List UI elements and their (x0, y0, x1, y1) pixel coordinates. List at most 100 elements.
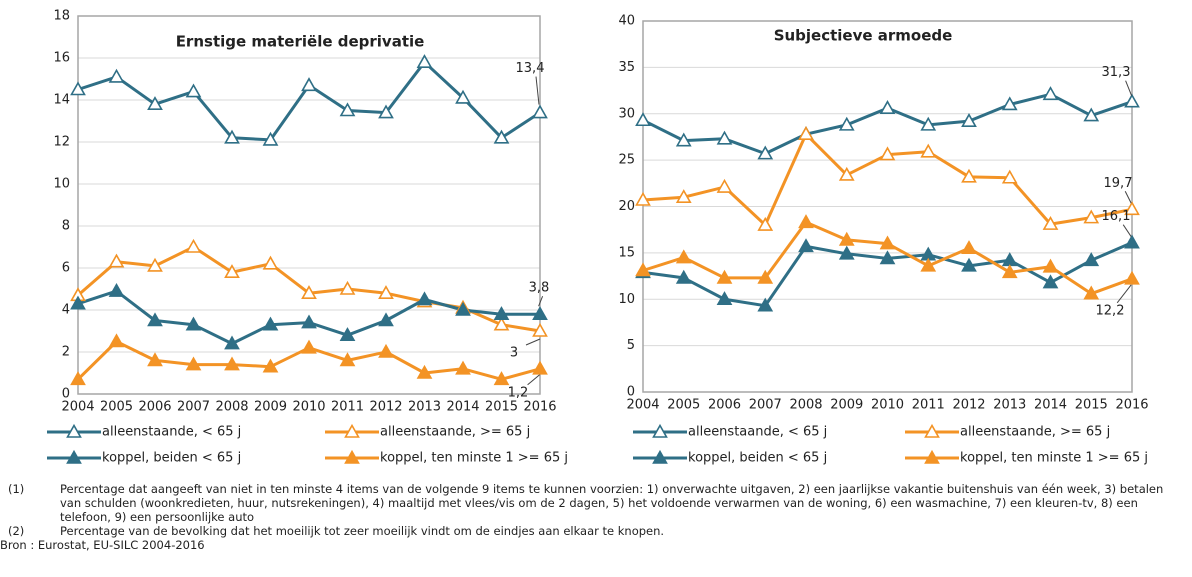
marker (339, 327, 356, 342)
marker (147, 257, 163, 272)
y-tick-label: 10 (618, 292, 635, 307)
y-tick-label: 5 (627, 338, 635, 353)
x-tick-label: 2014 (446, 400, 479, 415)
y-tick-label: 18 (53, 9, 70, 24)
marker (493, 371, 510, 386)
marker (675, 269, 692, 284)
x-tick-label: 2015 (1075, 398, 1108, 413)
marker (339, 352, 356, 367)
y-tick-label: 12 (53, 135, 70, 150)
marker (108, 282, 125, 297)
label-leader (1124, 191, 1132, 204)
data-label: 31,3 (1102, 65, 1131, 80)
y-tick-label: 20 (618, 199, 635, 214)
marker (301, 339, 317, 354)
marker (757, 216, 774, 231)
marker (920, 143, 937, 158)
data-label: 19,7 (1104, 176, 1133, 191)
y-tick-label: 0 (627, 385, 635, 400)
series-line (77, 60, 541, 142)
marker (798, 126, 814, 140)
legend-label: alleenstaande, < 65 j (102, 425, 241, 440)
data-label: 12,2 (1096, 303, 1125, 318)
marker (798, 238, 814, 253)
label-leader (525, 338, 541, 346)
data-label: 3,8 (529, 281, 550, 296)
legend-marker (924, 449, 940, 464)
label-leader (527, 374, 540, 386)
marker (185, 316, 202, 331)
marker (70, 81, 86, 96)
marker (716, 130, 733, 145)
footnotes: (1) Percentage dat aangeeft van niet in t… (0, 482, 1180, 552)
marker (532, 360, 548, 375)
marker (838, 166, 855, 181)
data-label: 16,1 (1102, 209, 1131, 224)
marker (675, 249, 692, 264)
marker (532, 306, 548, 321)
marker (961, 257, 977, 272)
x-tick-label: 2010 (292, 400, 325, 415)
marker (70, 371, 86, 386)
marker (879, 146, 896, 161)
marker (635, 112, 651, 127)
source: Bron : Eurostat, EU-SILC 2004-2016 (0, 538, 205, 552)
marker (1001, 264, 1018, 279)
marker (757, 145, 774, 160)
marker (798, 214, 814, 229)
footnote-marker: (2) (8, 524, 25, 538)
marker (961, 168, 977, 183)
x-tick-label: 2012 (952, 398, 985, 413)
footnote-text: Percentage dat aangeeft van niet in ten … (60, 482, 1164, 524)
marker (224, 264, 240, 279)
marker (1124, 93, 1140, 108)
y-tick-label: 6 (62, 261, 70, 276)
marker (1042, 274, 1059, 289)
marker (1083, 107, 1100, 122)
x-tick-label: 2016 (523, 400, 556, 415)
plot-frame (77, 15, 541, 395)
marker (301, 314, 317, 329)
x-tick-label: 2009 (830, 398, 863, 413)
x-tick-label: 2008 (789, 398, 822, 413)
marker (1001, 96, 1018, 111)
label-leader (1116, 284, 1132, 304)
marker (879, 100, 896, 114)
label-leader (535, 76, 540, 105)
y-tick-label: 0 (62, 387, 70, 402)
marker (262, 316, 279, 331)
legend-marker (344, 423, 360, 438)
marker (838, 245, 855, 260)
footnote-text: Percentage van de bevolking dat het moei… (60, 524, 665, 538)
legend-marker (652, 449, 668, 464)
legend-label: koppel, ten minste 1 >= 65 j (380, 451, 568, 466)
marker (493, 129, 510, 144)
y-tick-label: 15 (618, 245, 635, 260)
x-tick-label: 2011 (331, 400, 364, 415)
marker (961, 113, 977, 127)
marker (70, 295, 86, 310)
label-leader (1122, 224, 1132, 237)
y-tick-label: 10 (53, 177, 70, 192)
marker (920, 116, 937, 131)
marker (635, 191, 651, 206)
x-tick-label: 2004 (61, 400, 94, 415)
marker (493, 316, 510, 331)
legend-label: alleenstaande, < 65 j (688, 425, 827, 440)
legend-marker (924, 423, 940, 438)
y-tick-label: 35 (618, 60, 635, 75)
marker (838, 116, 855, 131)
chart-title: Subjectieve armoede (774, 27, 953, 45)
marker (185, 83, 202, 98)
footnote: (1) Percentage dat aangeeft van niet in t… (0, 482, 1180, 524)
marker (1124, 270, 1140, 285)
marker (185, 238, 202, 253)
marker (757, 297, 774, 312)
label-leader (1125, 80, 1133, 96)
marker (675, 189, 692, 204)
legend-label: koppel, ten minste 1 >= 65 j (960, 451, 1148, 466)
marker (455, 360, 471, 375)
marker (455, 301, 471, 316)
marker (378, 343, 394, 358)
marker (635, 262, 651, 277)
